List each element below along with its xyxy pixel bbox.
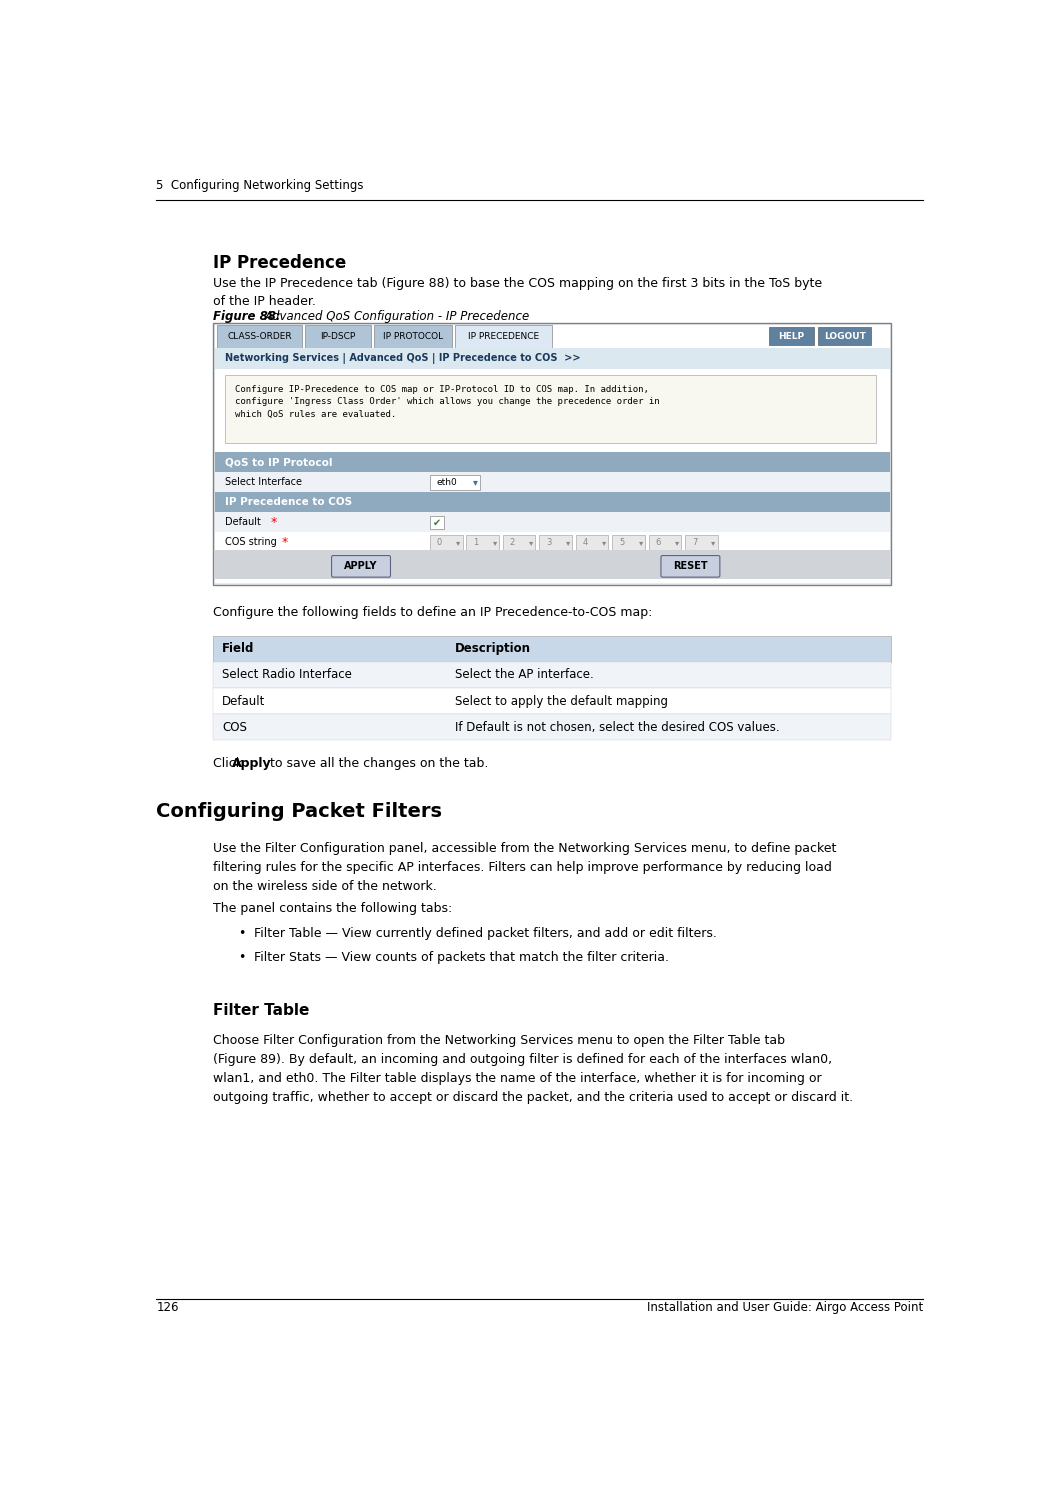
Text: Installation and User Guide: Airgo Access Point: Installation and User Guide: Airgo Acces… (647, 1301, 922, 1314)
Text: 126: 126 (157, 1301, 179, 1314)
FancyBboxPatch shape (224, 376, 876, 443)
Text: Select Radio Interface: Select Radio Interface (222, 668, 352, 682)
Text: ▾: ▾ (712, 539, 716, 548)
Text: IP Precedence to COS: IP Precedence to COS (224, 497, 352, 507)
Text: Default: Default (224, 518, 260, 528)
Text: Field: Field (222, 642, 255, 655)
FancyBboxPatch shape (217, 325, 302, 348)
Text: Configuring Packet Filters: Configuring Packet Filters (157, 803, 442, 821)
Text: ▾: ▾ (493, 539, 497, 548)
Text: 1: 1 (474, 539, 479, 548)
FancyBboxPatch shape (539, 534, 572, 551)
Text: 2: 2 (510, 539, 515, 548)
FancyBboxPatch shape (466, 534, 499, 551)
Text: QoS to IP Protocol: QoS to IP Protocol (224, 458, 332, 467)
Text: Click: Click (213, 758, 247, 770)
FancyBboxPatch shape (576, 534, 609, 551)
Text: Select the AP interface.: Select the AP interface. (455, 668, 594, 682)
Text: If Default is not chosen, select the desired COS values.: If Default is not chosen, select the des… (455, 721, 779, 734)
FancyBboxPatch shape (215, 348, 890, 369)
Text: 3: 3 (547, 539, 552, 548)
Text: Select Interface: Select Interface (224, 477, 301, 488)
FancyBboxPatch shape (649, 534, 681, 551)
Text: •: • (239, 950, 246, 964)
FancyBboxPatch shape (455, 325, 552, 348)
FancyBboxPatch shape (818, 327, 871, 345)
Text: Filter Stats — View counts of packets that match the filter criteria.: Filter Stats — View counts of packets th… (254, 950, 669, 964)
FancyBboxPatch shape (215, 473, 890, 492)
FancyBboxPatch shape (332, 555, 391, 577)
Text: Apply: Apply (232, 758, 272, 770)
FancyBboxPatch shape (769, 327, 814, 345)
FancyBboxPatch shape (503, 534, 535, 551)
Text: Configure the following fields to define an IP Precedence-to-COS map:: Configure the following fields to define… (213, 606, 653, 619)
Text: 0: 0 (437, 539, 442, 548)
Text: IP Precedence: IP Precedence (213, 254, 346, 272)
Text: Use the IP Precedence tab (Figure 88) to base the COS mapping on the first 3 bit: Use the IP Precedence tab (Figure 88) to… (213, 278, 822, 307)
FancyBboxPatch shape (661, 555, 720, 577)
Text: 6: 6 (656, 539, 661, 548)
Text: ▾: ▾ (602, 539, 607, 548)
FancyBboxPatch shape (213, 636, 891, 662)
FancyBboxPatch shape (215, 533, 890, 552)
Text: COS: COS (222, 721, 247, 734)
Text: Choose Filter Configuration from the Networking Services menu to open the Filter: Choose Filter Configuration from the Net… (213, 1034, 853, 1104)
Text: IP PRECEDENCE: IP PRECEDENCE (468, 331, 539, 340)
FancyBboxPatch shape (215, 492, 890, 512)
FancyBboxPatch shape (213, 662, 891, 688)
Text: The panel contains the following tabs:: The panel contains the following tabs: (213, 903, 452, 915)
FancyBboxPatch shape (430, 516, 444, 530)
Text: ▾: ▾ (638, 539, 642, 548)
FancyBboxPatch shape (684, 534, 717, 551)
Text: COS string: COS string (224, 537, 276, 548)
Text: Advanced QoS Configuration - IP Precedence: Advanced QoS Configuration - IP Preceden… (265, 310, 530, 322)
Text: LOGOUT: LOGOUT (823, 331, 866, 340)
Text: IP PROTOCOL: IP PROTOCOL (383, 331, 443, 340)
Text: HELP: HELP (778, 331, 804, 340)
Text: ▾: ▾ (456, 539, 460, 548)
Text: Use the Filter Configuration panel, accessible from the Networking Services menu: Use the Filter Configuration panel, acce… (213, 841, 836, 894)
Text: Description: Description (455, 642, 531, 655)
Text: eth0: eth0 (436, 477, 457, 486)
Text: APPLY: APPLY (344, 561, 378, 571)
Text: Networking Services | Advanced QoS | IP Precedence to COS  >>: Networking Services | Advanced QoS | IP … (224, 354, 580, 364)
FancyBboxPatch shape (215, 512, 890, 533)
Text: Select to apply the default mapping: Select to apply the default mapping (455, 695, 668, 707)
FancyBboxPatch shape (305, 325, 371, 348)
Text: Default: Default (222, 695, 265, 707)
FancyBboxPatch shape (612, 534, 644, 551)
FancyBboxPatch shape (430, 534, 462, 551)
FancyBboxPatch shape (213, 324, 891, 585)
Text: Filter Table: Filter Table (213, 1003, 310, 1018)
Text: Figure 88:: Figure 88: (213, 310, 281, 322)
Text: 5: 5 (619, 539, 624, 548)
Text: ▾: ▾ (675, 539, 679, 548)
FancyBboxPatch shape (215, 325, 890, 583)
FancyBboxPatch shape (215, 452, 890, 473)
Text: *: * (281, 536, 287, 549)
FancyBboxPatch shape (430, 474, 480, 489)
Text: to save all the changes on the tab.: to save all the changes on the tab. (271, 758, 489, 770)
Text: •: • (239, 928, 246, 940)
Text: ▾: ▾ (530, 539, 534, 548)
Text: 5  Configuring Networking Settings: 5 Configuring Networking Settings (157, 179, 364, 192)
Text: CLASS-ORDER: CLASS-ORDER (227, 331, 292, 340)
Text: RESET: RESET (673, 561, 708, 571)
Text: 7: 7 (692, 539, 697, 548)
Text: ✔: ✔ (433, 518, 441, 528)
Text: Configure IP-Precedence to COS map or IP-Protocol ID to COS map. In addition,
co: Configure IP-Precedence to COS map or IP… (235, 385, 659, 419)
Text: 4: 4 (582, 539, 588, 548)
Text: *: * (271, 516, 277, 530)
FancyBboxPatch shape (374, 325, 452, 348)
Text: Filter Table — View currently defined packet filters, and add or edit filters.: Filter Table — View currently defined pa… (254, 928, 717, 940)
Text: ▾: ▾ (565, 539, 570, 548)
FancyBboxPatch shape (213, 715, 891, 740)
Text: ▾: ▾ (473, 477, 477, 488)
FancyBboxPatch shape (213, 688, 891, 715)
FancyBboxPatch shape (215, 551, 890, 579)
Text: IP-DSCP: IP-DSCP (320, 331, 356, 340)
